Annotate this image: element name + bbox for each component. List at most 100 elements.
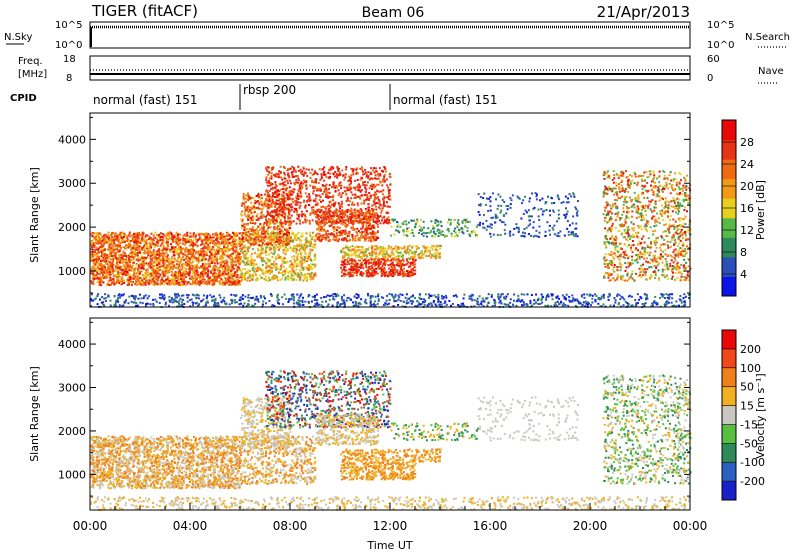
power-cell [255, 276, 258, 279]
power-cell [335, 173, 338, 176]
power-cell [185, 268, 188, 271]
power-cell [228, 254, 231, 257]
power-cell [271, 192, 274, 195]
power-cell [299, 252, 302, 255]
power-cell [192, 233, 195, 236]
power-cell [381, 198, 384, 201]
power-cell [143, 244, 146, 247]
power-cell [139, 257, 142, 260]
power-cell [331, 196, 334, 199]
power-cell [279, 232, 282, 235]
power-cell [375, 170, 378, 173]
nsky-tick-bottom: 10^0 [55, 40, 82, 51]
power-cell [341, 202, 344, 205]
power-cell [281, 182, 284, 185]
power-cell [180, 257, 183, 260]
power-cell [208, 255, 211, 258]
power-cell [97, 240, 100, 243]
power-cell [312, 186, 315, 189]
power-cell [233, 284, 236, 287]
power-cell [173, 263, 176, 266]
power-cell [202, 273, 205, 276]
power-cell [166, 265, 169, 268]
power-cell [151, 268, 154, 271]
power-cell [371, 177, 374, 180]
power-cell [324, 206, 327, 209]
power-cell [171, 261, 174, 264]
power-cell [381, 184, 384, 187]
power-cell [280, 229, 283, 232]
power-cell [219, 232, 222, 235]
power-cell [247, 247, 250, 250]
power-cell [201, 263, 204, 266]
power-cell [337, 221, 340, 224]
power-cell [299, 260, 302, 263]
power-cell [371, 169, 374, 172]
power-cell [289, 276, 292, 279]
power-cell [99, 240, 102, 243]
power-cell [289, 205, 292, 208]
power-cell [163, 257, 166, 260]
power-cell [113, 251, 116, 254]
power-cell [127, 254, 130, 257]
power-cell [256, 207, 259, 210]
power-cell [125, 236, 128, 239]
power-cell [229, 272, 232, 275]
power-cell [182, 247, 185, 250]
power-cell [290, 233, 293, 236]
power-cell [198, 283, 201, 286]
power-cell [284, 278, 287, 281]
power-cell [269, 233, 272, 236]
power-cell [92, 259, 95, 262]
power-cell [228, 281, 230, 284]
power-cell [112, 281, 115, 284]
power-cell [236, 275, 239, 278]
power-cell [345, 237, 348, 240]
power-cell [292, 233, 295, 236]
power-cell [110, 278, 113, 281]
power-cell [336, 176, 339, 179]
power-cell [309, 213, 312, 216]
power-cell [218, 246, 221, 249]
power-cell [278, 235, 281, 238]
power-cell [104, 262, 107, 265]
power-cell [380, 209, 383, 212]
power-cell [250, 197, 253, 200]
power-cell [211, 253, 214, 256]
power-cell [366, 181, 369, 184]
power-cell [90, 252, 93, 255]
power-cell [245, 228, 248, 231]
power-cell [332, 203, 335, 206]
power-cell [96, 271, 99, 274]
power-cell [327, 171, 330, 174]
power-cell [247, 241, 250, 244]
power-cell [151, 278, 154, 281]
power-cell [242, 195, 245, 198]
power-cell [116, 263, 119, 266]
power-cell [196, 273, 199, 276]
power-cell [335, 239, 338, 242]
power-cell [174, 246, 177, 249]
power-cell [284, 248, 287, 251]
power-cell [224, 267, 227, 270]
power-cell [217, 249, 220, 252]
power-cell [268, 236, 271, 239]
power-cell [166, 283, 169, 286]
power-cell [240, 241, 243, 244]
power-cell [206, 248, 209, 251]
power-cell [257, 255, 260, 258]
power-cell [219, 277, 222, 280]
power-cell [93, 251, 96, 254]
power-cell [298, 249, 301, 252]
power-cell [205, 250, 208, 253]
power-cell [359, 185, 362, 188]
power-cell [193, 257, 196, 260]
power-cell [275, 184, 278, 187]
power-cell [235, 232, 238, 235]
power-cell [263, 222, 266, 225]
power-cell [250, 227, 253, 230]
power-cell [214, 234, 217, 237]
power-cell [231, 231, 234, 234]
power-cell [255, 239, 258, 242]
power-cell [141, 265, 144, 268]
